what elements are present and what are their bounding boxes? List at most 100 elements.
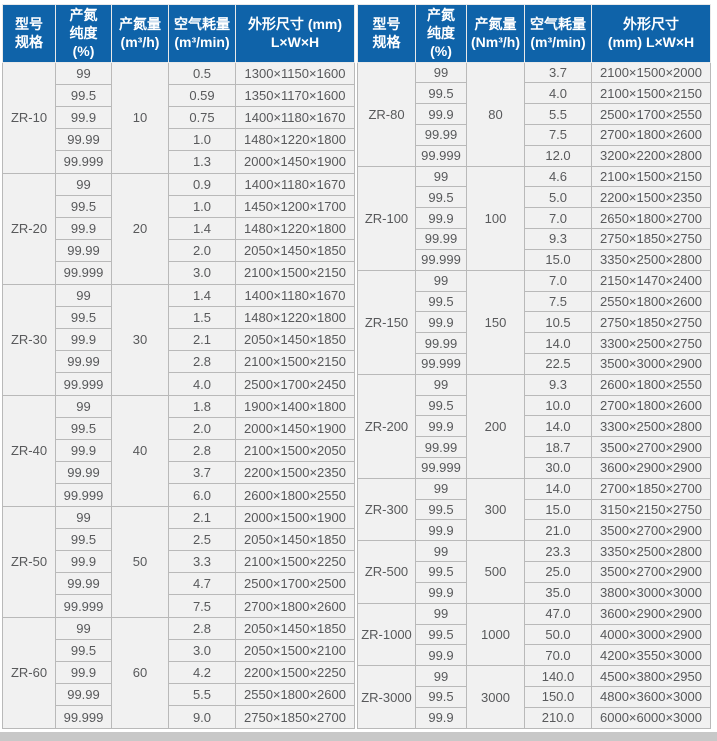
dimensions-cell: 2200×1500×2350 bbox=[591, 186, 711, 209]
spec-row: ZR-20 99 20 0.9 1400×1180×1670 bbox=[2, 172, 355, 285]
air-consumption-cell: 23.3 bbox=[524, 540, 592, 563]
purity-cell: 99.999 bbox=[55, 483, 112, 507]
purity-cell: 99.99 bbox=[55, 128, 112, 152]
air-consumption-cell: 1.4 bbox=[168, 216, 236, 241]
header-line: (mm) L×W×H bbox=[607, 34, 695, 51]
output-cell: 200 bbox=[466, 373, 525, 479]
dimensions-cell: 2050×1450×1850 bbox=[235, 527, 355, 552]
spec-row: ZR-200 99 200 9.3 2600×1800×2550 bbox=[357, 373, 711, 479]
spec-row: 99.999 9.0 2750×1850×2700 bbox=[3, 705, 355, 729]
dimensions-cell: 3500×3000×2900 bbox=[591, 352, 711, 375]
purity-cell: 99.999 bbox=[415, 352, 467, 375]
header-row: 型号 规格 产氮 纯度 (%) 产氮量 (m³/h) 空气耗量 (m³/min) 外形尺寸 (mm… bbox=[2, 4, 355, 63]
purity-cell: 99.999 bbox=[55, 150, 112, 174]
purity-cell: 99.9 bbox=[55, 550, 112, 574]
spec-row: ZR-3000 99 3000 140.0 4500×3800×2950 bbox=[357, 665, 711, 729]
purity-cell: 99.5 bbox=[415, 561, 467, 583]
output-cell: 1000 bbox=[466, 602, 525, 667]
spec-row: 99.999 3.0 2100×1500×2150 bbox=[3, 261, 355, 285]
header-line: 产氮 bbox=[69, 7, 98, 23]
purity-cell: 99.5 bbox=[415, 394, 467, 417]
spec-row: 99.5 150.0 4800×3600×3000 bbox=[358, 685, 711, 708]
air-consumption-cell: 18.7 bbox=[524, 436, 592, 458]
header-line: (m³/min) bbox=[174, 34, 230, 51]
purity-cell: 99.99 bbox=[55, 350, 112, 374]
dimensions-cell: 2600×1800×2550 bbox=[591, 373, 711, 396]
spec-row: 99.99 3.7 2200×1500×2350 bbox=[3, 461, 355, 485]
spec-row: 99.9 0.75 1400×1180×1670 bbox=[3, 105, 355, 130]
spec-row: 99.9 10.5 2750×1850×2750 bbox=[358, 311, 711, 334]
model-cell: ZR-100 bbox=[357, 165, 416, 271]
air-consumption-cell: 5.5 bbox=[168, 683, 236, 707]
air-consumption-cell: 9.3 bbox=[524, 228, 592, 250]
column-header-output: 产氮量 (Nm³/h) bbox=[466, 4, 525, 63]
purity-cell: 99 bbox=[415, 269, 467, 292]
purity-cell: 99.999 bbox=[415, 457, 467, 479]
model-cell: ZR-40 bbox=[2, 394, 56, 507]
air-consumption-cell: 0.75 bbox=[168, 105, 236, 130]
air-consumption-cell: 150.0 bbox=[524, 685, 592, 708]
spec-row: 99.9 1.4 1480×1220×1800 bbox=[3, 216, 355, 241]
model-cell: ZR-10 bbox=[2, 61, 56, 174]
air-consumption-cell: 0.59 bbox=[168, 83, 236, 107]
header-line: (%) bbox=[430, 43, 452, 60]
air-consumption-cell: 7.0 bbox=[524, 207, 592, 230]
air-consumption-cell: 4.0 bbox=[524, 82, 592, 105]
spec-row: 99.5 2.0 2000×1450×1900 bbox=[3, 416, 355, 441]
dimensions-cell: 4800×3600×3000 bbox=[591, 685, 711, 708]
spec-row: 99.9 14.0 3300×2500×2800 bbox=[358, 415, 711, 438]
model-cell: ZR-3000 bbox=[357, 665, 416, 729]
air-consumption-cell: 21.0 bbox=[524, 519, 592, 542]
purity-cell: 99 bbox=[415, 477, 467, 500]
spec-table-right: 型号 规格 产氮 纯度 (%) 产氮量 (Nm³/h) 空气耗量 (m³/min) 外形尺寸 (mm… bbox=[357, 4, 711, 730]
spec-row: 99.5 3.0 2050×1500×2100 bbox=[3, 638, 355, 663]
dimensions-cell: 3350×2500×2800 bbox=[591, 540, 711, 563]
purity-cell: 99.99 bbox=[55, 572, 112, 596]
purity-cell: 99.999 bbox=[55, 705, 112, 729]
spec-row: ZR-1000 99 1000 47.0 3600×2900×2900 bbox=[357, 602, 711, 667]
header-line: 产氮 bbox=[427, 7, 455, 23]
purity-cell: 99.99 bbox=[55, 461, 112, 485]
air-consumption-cell: 2.0 bbox=[168, 416, 236, 441]
spec-row: 99.99 5.5 2550×1800×2600 bbox=[3, 683, 355, 707]
purity-cell: 99.5 bbox=[415, 290, 467, 313]
purity-cell: 99.9 bbox=[55, 327, 112, 352]
purity-cell: 99.999 bbox=[415, 144, 467, 167]
air-consumption-cell: 7.0 bbox=[524, 269, 592, 292]
spec-row: 99.999 6.0 2600×1800×2550 bbox=[3, 483, 355, 507]
dimensions-cell: 2500×1700×2550 bbox=[591, 103, 711, 125]
model-cell: ZR-300 bbox=[357, 477, 416, 542]
dimensions-cell: 2550×1800×2600 bbox=[591, 290, 711, 313]
dimensions-cell: 3300×2500×2800 bbox=[591, 415, 711, 438]
spec-row: 99.5 50.0 4000×3000×2900 bbox=[358, 623, 711, 646]
spec-row: 99.5 2.5 2050×1450×1850 bbox=[3, 527, 355, 552]
purity-cell: 99.999 bbox=[415, 248, 467, 271]
output-cell: 500 bbox=[466, 540, 525, 604]
air-consumption-cell: 3.7 bbox=[168, 461, 236, 485]
model-cell: ZR-60 bbox=[2, 616, 56, 730]
spec-row: 99.5 15.0 3150×2150×2750 bbox=[358, 498, 711, 521]
dimensions-cell: 4500×3800×2950 bbox=[591, 665, 711, 687]
dimensions-cell: 2050×1450×1850 bbox=[235, 327, 355, 352]
air-consumption-cell: 47.0 bbox=[524, 602, 592, 625]
spec-row: 99.5 5.0 2200×1500×2350 bbox=[358, 186, 711, 209]
air-consumption-cell: 3.0 bbox=[168, 638, 236, 663]
purity-cell: 99.9 bbox=[415, 706, 467, 730]
air-consumption-cell: 7.5 bbox=[168, 594, 236, 618]
output-cell: 3000 bbox=[466, 665, 525, 729]
air-consumption-cell: 2.5 bbox=[168, 527, 236, 552]
spec-row: 99.999 22.5 3500×3000×2900 bbox=[358, 352, 711, 375]
dimensions-cell: 2050×1450×1850 bbox=[235, 616, 355, 640]
air-consumption-cell: 22.5 bbox=[524, 352, 592, 375]
air-consumption-cell: 15.0 bbox=[524, 498, 592, 521]
dimensions-cell: 2100×1500×2150 bbox=[235, 261, 355, 285]
spec-row: 99.99 1.0 1480×1220×1800 bbox=[3, 128, 355, 152]
output-cell: 50 bbox=[111, 505, 169, 618]
purity-cell: 99.5 bbox=[415, 685, 467, 708]
dimensions-cell: 2500×1700×2450 bbox=[235, 372, 355, 396]
air-consumption-cell: 5.5 bbox=[524, 103, 592, 125]
dimensions-cell: 1300×1150×1600 bbox=[235, 61, 355, 85]
air-consumption-cell: 4.2 bbox=[168, 661, 236, 685]
air-consumption-cell: 2.0 bbox=[168, 239, 236, 263]
dimensions-cell: 2100×1500×2250 bbox=[235, 550, 355, 574]
